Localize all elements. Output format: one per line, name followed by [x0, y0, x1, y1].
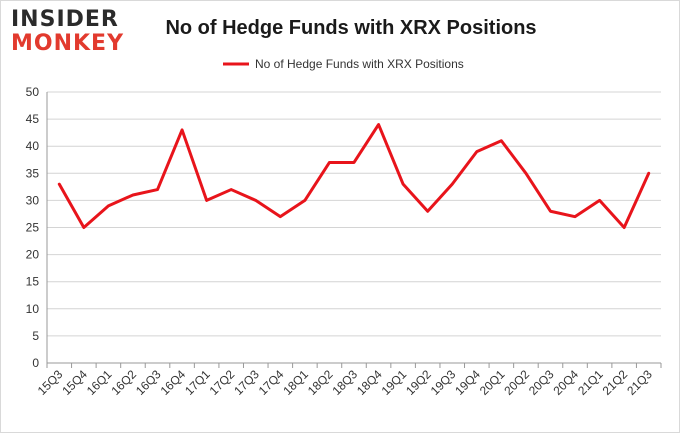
y-tick-labels: 0 5 10 15 20 25 30 35 40 45 50 — [26, 85, 40, 370]
x-tick-label: 16Q3 — [133, 367, 164, 398]
logo-line-2: MONKEY — [11, 31, 125, 56]
series-line — [57, 123, 651, 229]
data-point — [82, 226, 85, 229]
x-tick-label: 21Q2 — [600, 367, 631, 398]
x-tick-label: 18Q2 — [305, 367, 336, 398]
x-tick-label: 21Q3 — [624, 367, 655, 398]
x-tick-label: 20Q2 — [501, 367, 532, 398]
x-tick-label: 19Q3 — [428, 367, 459, 398]
data-point — [574, 215, 577, 218]
x-tick-label: 18Q1 — [280, 367, 311, 398]
y-tick-label: 15 — [26, 275, 40, 289]
data-point — [524, 172, 527, 175]
x-tick-label: 15Q3 — [35, 367, 66, 398]
y-tick-label: 45 — [26, 112, 40, 126]
x-tick-label: 19Q2 — [403, 367, 434, 398]
x-tick-label: 20Q3 — [526, 367, 557, 398]
y-tick-label: 20 — [26, 248, 40, 262]
data-point — [131, 193, 134, 196]
logo-line-1: INSIDER — [11, 7, 119, 32]
x-tick-label: 19Q1 — [379, 367, 410, 398]
y-tick-label: 35 — [26, 166, 40, 180]
data-point — [451, 183, 454, 186]
data-point — [205, 199, 208, 202]
data-point — [58, 183, 61, 186]
x-tick-label: 17Q1 — [182, 367, 213, 398]
data-point — [549, 210, 552, 213]
legend: No of Hedge Funds with XRX Positions — [223, 57, 464, 71]
y-tick-label: 40 — [26, 139, 40, 153]
x-tick-labels: 15Q315Q416Q116Q216Q316Q417Q117Q217Q317Q4… — [35, 367, 655, 398]
x-tick-label: 17Q3 — [231, 367, 262, 398]
data-point — [598, 199, 601, 202]
y-tick-label: 5 — [32, 329, 39, 343]
data-point — [623, 226, 626, 229]
data-point — [353, 161, 356, 164]
data-point — [500, 139, 503, 142]
x-tick-label: 21Q1 — [575, 367, 606, 398]
data-point — [279, 215, 282, 218]
x-tick-label: 16Q2 — [108, 367, 139, 398]
x-tick-label: 18Q3 — [329, 367, 360, 398]
insider-monkey-logo: INSIDER MONKEY — [11, 9, 129, 57]
legend-label: No of Hedge Funds with XRX Positions — [255, 57, 464, 71]
data-point — [303, 199, 306, 202]
data-point — [647, 172, 650, 175]
x-tick-label: 20Q1 — [477, 367, 508, 398]
data-point — [254, 199, 257, 202]
x-tick-label: 17Q4 — [256, 367, 287, 398]
data-point — [328, 161, 331, 164]
series-lines — [57, 123, 651, 229]
x-tick-label: 16Q1 — [84, 367, 115, 398]
data-point — [107, 204, 110, 207]
data-point — [402, 183, 405, 186]
data-point — [156, 188, 159, 191]
grid-lines — [47, 91, 661, 337]
x-tick-label: 19Q4 — [452, 367, 483, 398]
x-tick-label: 20Q4 — [551, 367, 582, 398]
y-tick-label: 30 — [26, 193, 40, 207]
chart-title: No of Hedge Funds with XRX Positions — [165, 17, 537, 39]
x-tick-label: 18Q4 — [354, 367, 385, 398]
data-point — [181, 128, 184, 131]
y-tick-label: 0 — [32, 356, 39, 370]
x-tick-label: 17Q2 — [207, 367, 238, 398]
x-tick-label: 15Q4 — [59, 367, 90, 398]
y-tick-label: 25 — [26, 221, 40, 235]
data-point — [230, 188, 233, 191]
axes — [46, 92, 662, 368]
data-point — [426, 210, 429, 213]
y-tick-label: 50 — [26, 85, 40, 99]
y-tick-label: 10 — [26, 302, 40, 316]
data-point — [475, 150, 478, 153]
x-tick-label: 16Q4 — [158, 367, 189, 398]
data-point — [377, 123, 380, 126]
